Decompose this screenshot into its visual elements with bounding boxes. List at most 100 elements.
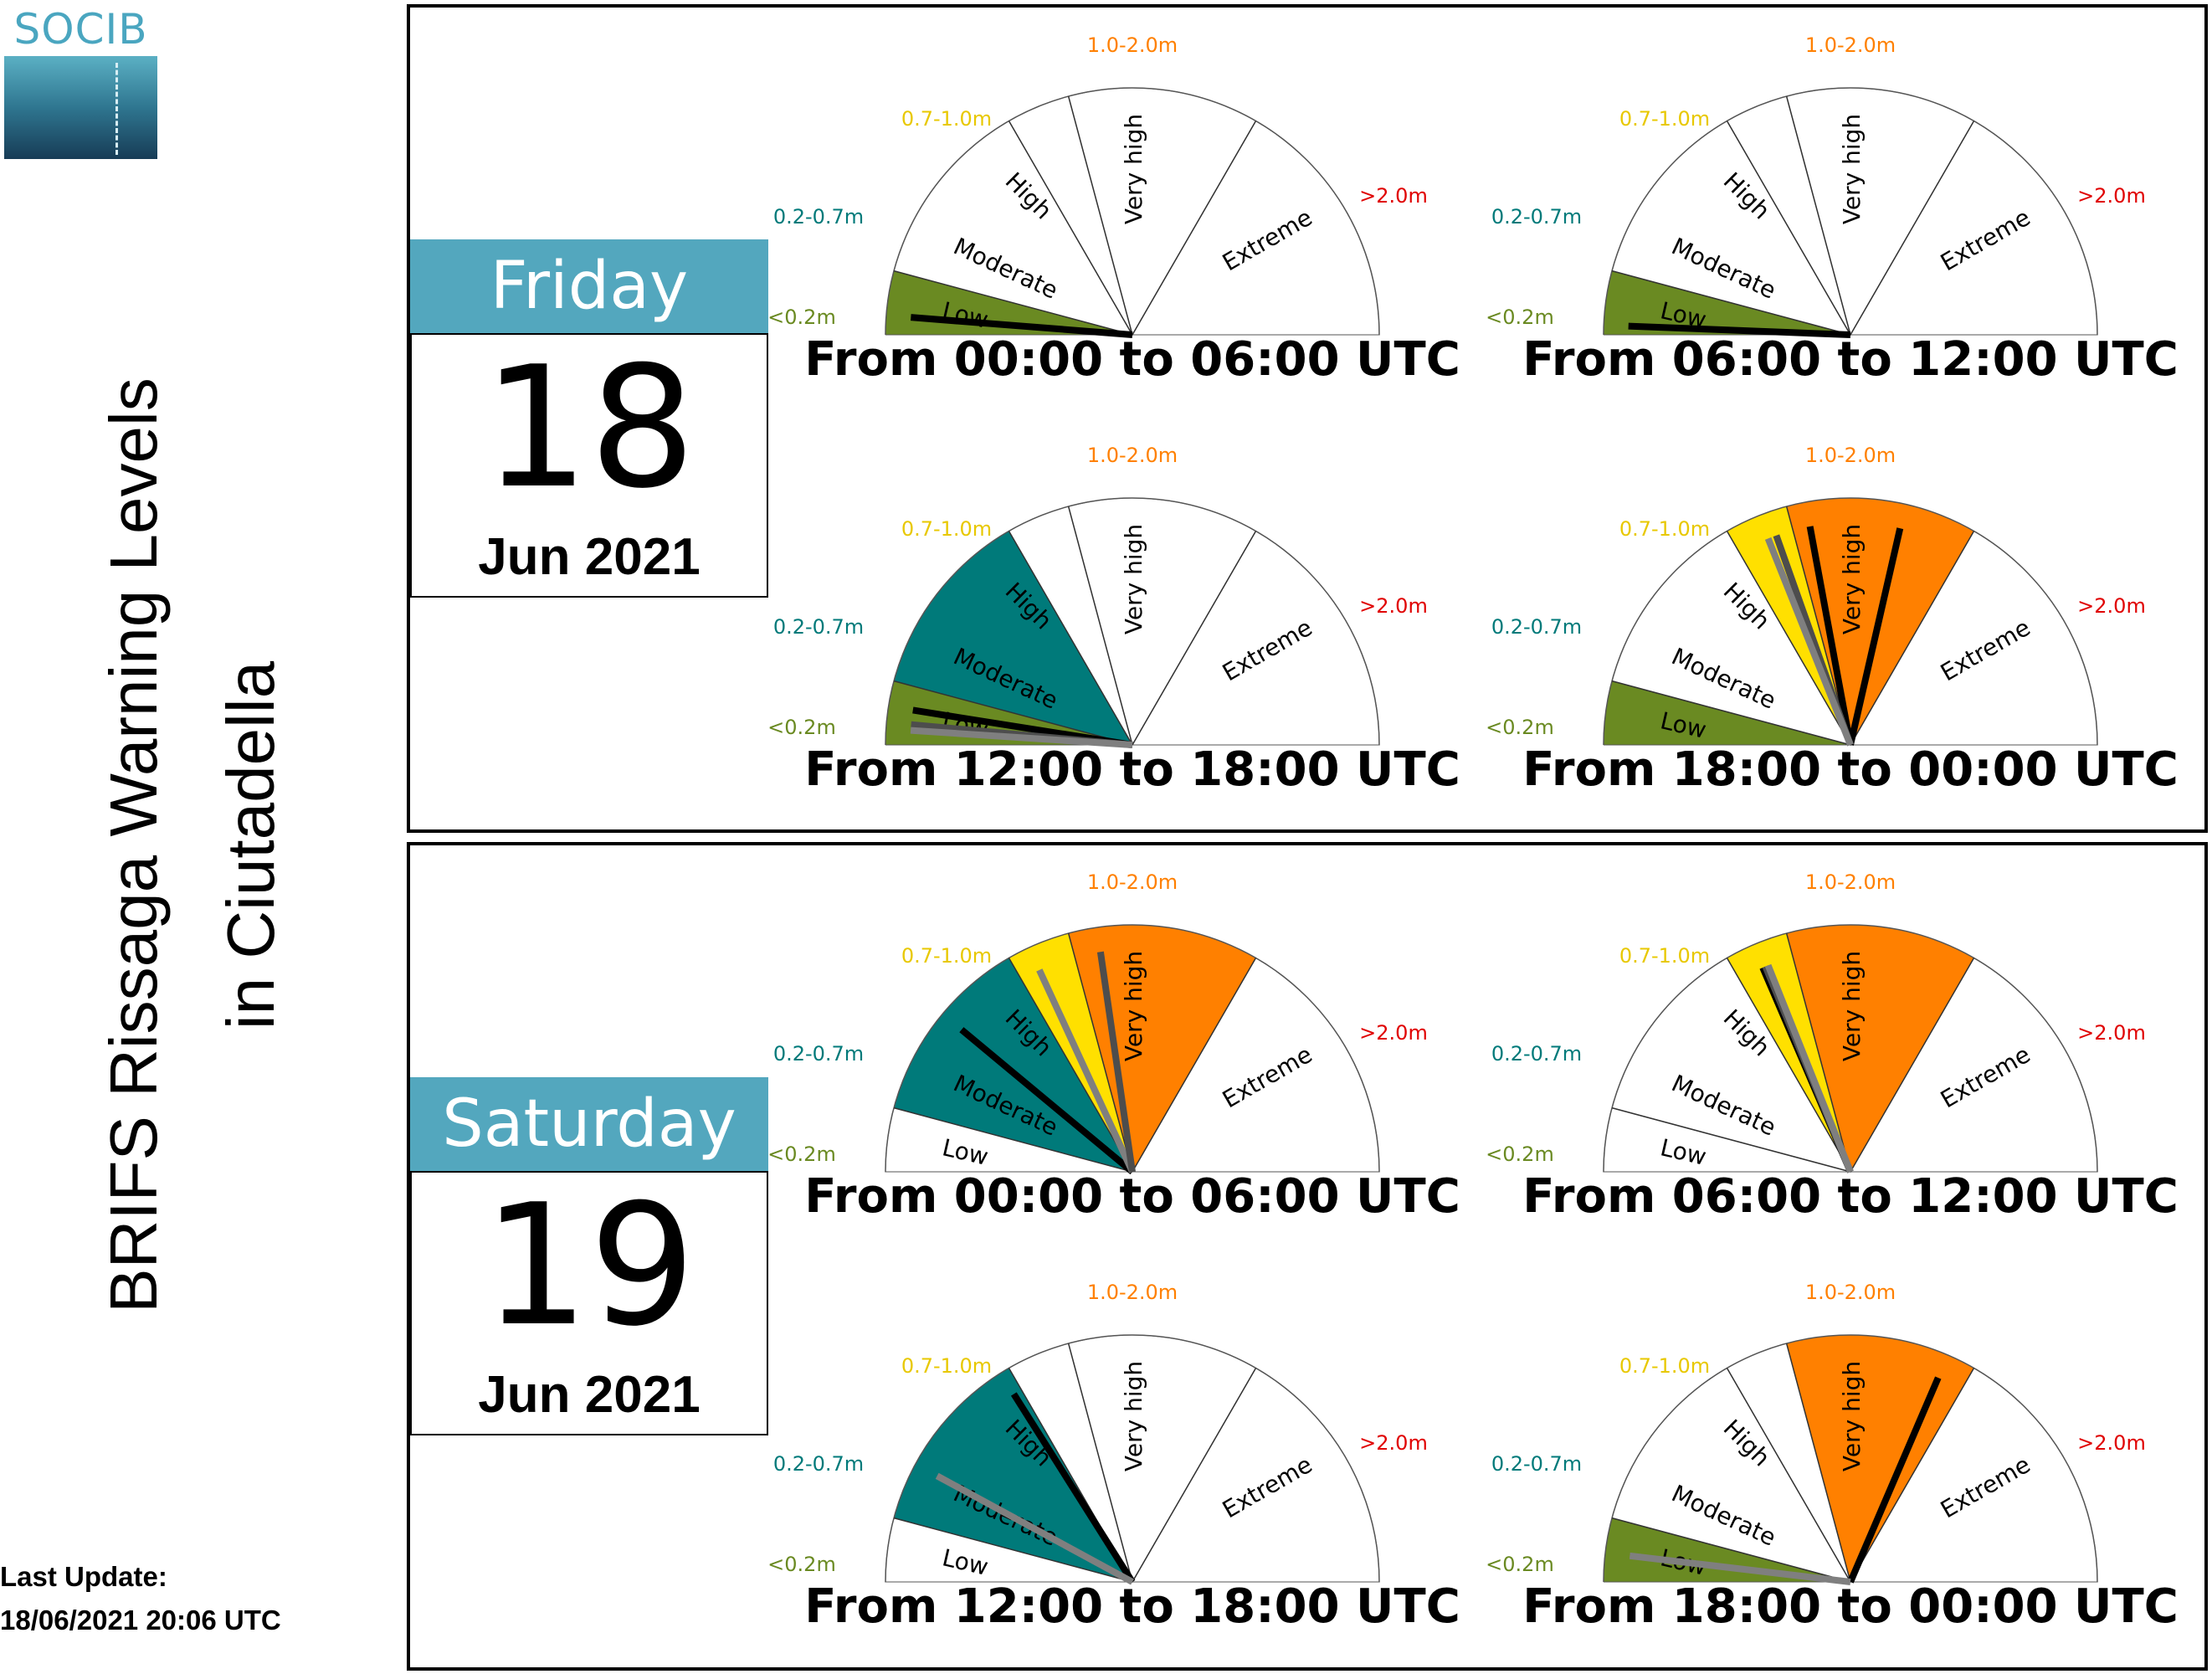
gauge-boundary bbox=[1850, 121, 1975, 336]
gauge-boundary bbox=[1611, 270, 1851, 336]
socib-logo: SOCIB bbox=[4, 4, 157, 159]
gauge-boundary bbox=[1067, 1343, 1133, 1583]
last-update-label: Last Update: bbox=[0, 1561, 167, 1592]
sector-label-very-high: Very high bbox=[1120, 951, 1147, 1061]
gauge-boundary bbox=[1611, 680, 1851, 746]
logo-text: SOCIB bbox=[13, 5, 148, 54]
range-label-very-high: 1.0-2.0m bbox=[1805, 1281, 1896, 1304]
range-label-low: <0.2m bbox=[1486, 1143, 1554, 1166]
gauge-boundary bbox=[893, 1517, 1133, 1583]
range-label-extreme: >2.0m bbox=[2077, 594, 2146, 618]
gauge-boundary bbox=[1008, 958, 1133, 1173]
range-label-very-high: 1.0-2.0m bbox=[1087, 33, 1178, 57]
gauge-needle bbox=[959, 1027, 1135, 1175]
gauge-outline bbox=[885, 924, 1380, 1173]
gauge-boundary bbox=[1611, 1107, 1851, 1173]
gauge-boundary bbox=[1785, 95, 1851, 336]
range-label-high: 0.7-1.0m bbox=[1619, 517, 1710, 541]
sector-label-very-high: Very high bbox=[1838, 114, 1866, 224]
range-label-extreme: >2.0m bbox=[1359, 184, 1428, 208]
range-label-low: <0.2m bbox=[767, 306, 836, 329]
gauge-boundary bbox=[1132, 1368, 1257, 1583]
range-label-high: 0.7-1.0m bbox=[1619, 944, 1710, 968]
gauge-needle bbox=[1629, 1552, 1851, 1585]
gauge-boundary bbox=[893, 270, 1133, 336]
gauge-boundary bbox=[1726, 121, 1851, 336]
sector-label-very-high: Very high bbox=[1120, 1361, 1147, 1471]
gauge-boundary bbox=[1850, 531, 1975, 746]
gauge-sector-very-high bbox=[1786, 925, 1974, 1172]
gauge-boundary bbox=[1785, 932, 1851, 1173]
date-card-2: Saturday 19 Jun 2021 bbox=[410, 1077, 768, 1435]
gauge-sector-high bbox=[1727, 933, 1850, 1172]
gauge-needle bbox=[910, 727, 1133, 748]
gauge-needle bbox=[1036, 968, 1136, 1173]
range-label-high: 0.7-1.0m bbox=[901, 517, 992, 541]
sector-label-very-high: Very high bbox=[1838, 951, 1866, 1061]
gauge-boundary bbox=[1067, 95, 1133, 336]
range-label-low: <0.2m bbox=[767, 1553, 836, 1576]
logo-wave-graphic bbox=[4, 56, 157, 159]
range-label-moderate: 0.2-0.7m bbox=[1491, 615, 1582, 639]
range-label-low: <0.2m bbox=[767, 1143, 836, 1166]
range-label-high: 0.7-1.0m bbox=[1619, 107, 1710, 131]
last-update: Last Update: 18/06/2021 20:06 UTC bbox=[0, 1555, 281, 1642]
gauge-time-label: From 12:00 to 18:00 UTC bbox=[804, 1579, 1460, 1634]
range-label-very-high: 1.0-2.0m bbox=[1087, 444, 1178, 467]
gauge-boundary bbox=[1132, 531, 1257, 746]
warning-gauge: Low<0.2mModerate0.2-0.7mHigh0.7-1.0mVery… bbox=[767, 1281, 1460, 1634]
gauge-boundary bbox=[1132, 958, 1257, 1173]
gauge-time-label: From 18:00 to 00:00 UTC bbox=[1522, 1579, 2179, 1634]
logo-dashed-line bbox=[115, 63, 118, 155]
gauge-boundary bbox=[1067, 932, 1133, 1173]
range-label-low: <0.2m bbox=[767, 716, 836, 739]
month-year: Jun 2021 bbox=[478, 528, 701, 586]
gauge-outline bbox=[885, 1334, 1380, 1583]
page-title-line1: BRIFS Rissaga Warning Levels bbox=[96, 377, 171, 1313]
gauge-boundary bbox=[893, 680, 1133, 746]
gauge-time-label: From 12:00 to 18:00 UTC bbox=[804, 742, 1460, 797]
gauge-boundary bbox=[1611, 1517, 1851, 1583]
range-label-extreme: >2.0m bbox=[1359, 1021, 1428, 1045]
range-label-extreme: >2.0m bbox=[2077, 184, 2146, 208]
gauge-boundary bbox=[1008, 121, 1133, 336]
gauge-boundary bbox=[1067, 506, 1133, 746]
range-label-extreme: >2.0m bbox=[1359, 594, 1428, 618]
range-label-very-high: 1.0-2.0m bbox=[1805, 33, 1896, 57]
range-label-high: 0.7-1.0m bbox=[1619, 1354, 1710, 1378]
gauge-needle bbox=[1010, 1392, 1136, 1584]
gauge-needle bbox=[1764, 963, 1854, 1173]
range-label-moderate: 0.2-0.7m bbox=[773, 1452, 864, 1476]
date-card-1: Friday 18 Jun 2021 bbox=[410, 239, 768, 598]
range-label-low: <0.2m bbox=[1486, 1553, 1554, 1576]
gauge-boundary bbox=[1726, 958, 1851, 1173]
range-label-moderate: 0.2-0.7m bbox=[773, 1042, 864, 1066]
range-label-high: 0.7-1.0m bbox=[901, 107, 992, 131]
gauge-outline bbox=[885, 87, 1380, 336]
gauge-boundary bbox=[1785, 1343, 1851, 1583]
gauge-needle bbox=[1764, 537, 1854, 747]
sector-label-very-high: Very high bbox=[1120, 524, 1147, 634]
gauge-needle bbox=[1628, 322, 1851, 338]
range-label-extreme: >2.0m bbox=[2077, 1021, 2146, 1045]
gauge-outline bbox=[1603, 497, 2098, 746]
range-label-very-high: 1.0-2.0m bbox=[1087, 870, 1178, 894]
gauge-sector-moderate bbox=[894, 531, 1132, 745]
gauge-sector-high bbox=[1727, 506, 1850, 745]
gauge-needle bbox=[1806, 526, 1854, 746]
gauge-time-label: From 06:00 to 12:00 UTC bbox=[1522, 1169, 2179, 1224]
range-label-high: 0.7-1.0m bbox=[901, 1354, 992, 1378]
range-label-moderate: 0.2-0.7m bbox=[1491, 1452, 1582, 1476]
range-label-moderate: 0.2-0.7m bbox=[773, 615, 864, 639]
sector-label-very-high: Very high bbox=[1120, 114, 1147, 224]
day-number: 18 bbox=[482, 331, 696, 526]
range-label-very-high: 1.0-2.0m bbox=[1805, 870, 1896, 894]
range-label-very-high: 1.0-2.0m bbox=[1087, 1281, 1178, 1304]
gauge-boundary bbox=[893, 1107, 1133, 1173]
last-update-value: 18/06/2021 20:06 UTC bbox=[0, 1605, 281, 1635]
